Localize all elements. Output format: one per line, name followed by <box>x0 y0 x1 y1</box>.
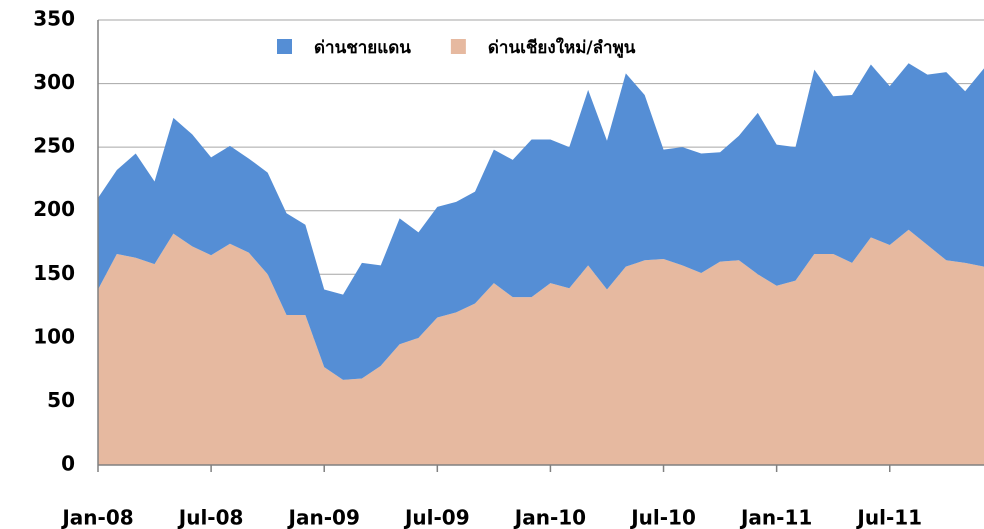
area <box>98 63 984 380</box>
x-tick-label: Jul-08 <box>177 506 244 529</box>
x-tick-label: Jan-10 <box>513 506 586 529</box>
y-tick-label: 200 <box>33 197 75 221</box>
area <box>98 229 984 465</box>
x-tick-label: Jul-09 <box>403 506 470 529</box>
x-tick-label: Jan-09 <box>287 506 360 529</box>
legend-swatch <box>277 39 292 54</box>
legend-label: ด่านชายแดน <box>314 38 411 58</box>
x-tick-label: Jul-10 <box>629 506 696 529</box>
x-tick-label: Jul-11 <box>855 506 922 529</box>
x-tick-label: Jan-08 <box>60 506 133 529</box>
y-tick-label: 300 <box>33 70 75 94</box>
y-tick-label: 250 <box>33 134 75 158</box>
y-tick-label: 150 <box>33 261 75 285</box>
legend-label: ด่านเชียงใหม่/ลำพูน <box>488 37 636 59</box>
x-tick-label: Jan-11 <box>739 506 812 529</box>
legend-swatch <box>450 39 466 54</box>
y-tick-label: 0 <box>61 452 75 476</box>
y-tick-label: 100 <box>33 324 75 348</box>
y-tick-label: 50 <box>47 388 75 412</box>
y-tick-label: 350 <box>33 7 75 31</box>
